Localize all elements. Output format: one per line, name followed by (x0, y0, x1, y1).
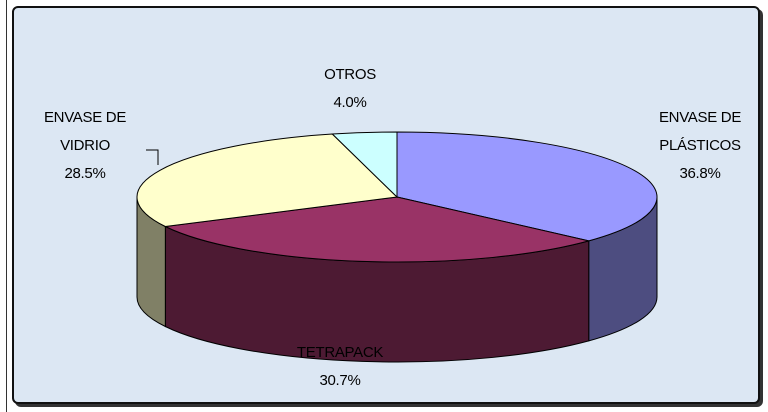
category-label: OTROS (324, 66, 376, 83)
value-label: 30.7% (319, 372, 361, 389)
category-label: ENVASE DE VIDRIO (43, 109, 127, 154)
value-label: 36.8% (679, 165, 721, 182)
slice-label: TETRAPACK 30.7% (260, 339, 420, 395)
slice-label: OTROS 4.0% (300, 61, 400, 117)
category-label: ENVASE DE PLÁSTICOS (658, 109, 742, 154)
slice (396, 131, 658, 242)
slice (136, 133, 399, 228)
value-label: 28.5% (64, 165, 106, 182)
value-label: 4.0% (333, 94, 367, 111)
slice (331, 131, 398, 199)
window-edge (6, 0, 7, 412)
slice-label: ENVASE DE PLÁSTICOS 36.8% (640, 104, 760, 188)
category-label: TETRAPACK (296, 344, 384, 361)
slice-label: ENVASE DE VIDRIO 28.5% (30, 104, 140, 188)
leader-line (146, 149, 159, 165)
